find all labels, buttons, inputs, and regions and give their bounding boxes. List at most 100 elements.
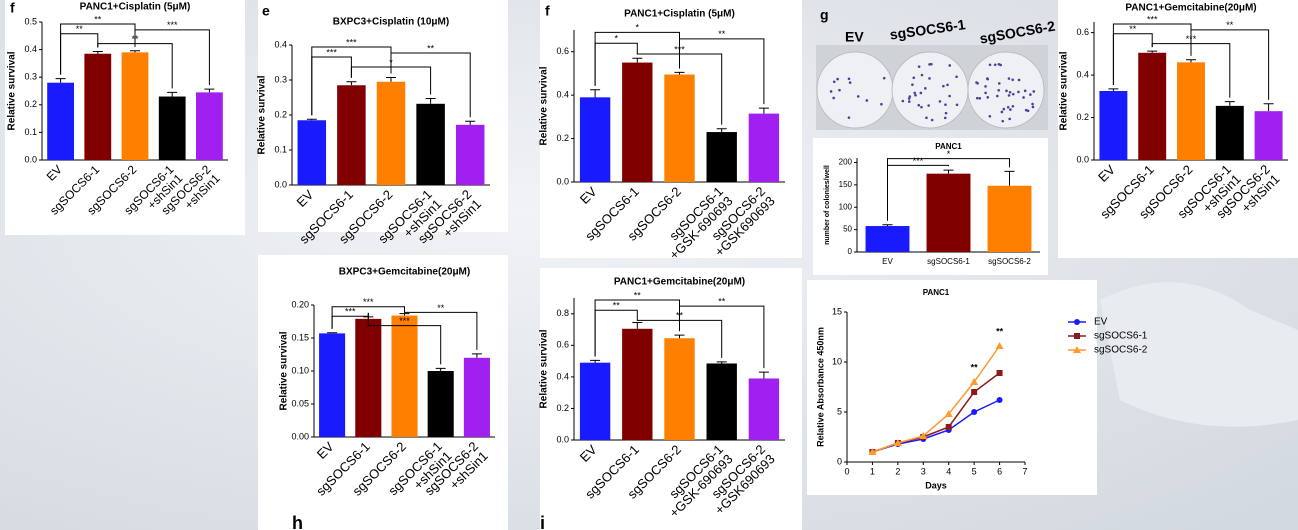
x-tick-label: 1 bbox=[870, 466, 875, 476]
error-bar bbox=[465, 120, 476, 125]
legend-label: sgSOCS6-1 bbox=[1094, 331, 1148, 342]
legend-marker bbox=[1073, 346, 1081, 353]
legend-marker bbox=[1074, 319, 1080, 325]
chart-title: PANC1+Cisplatin (5μM) bbox=[80, 2, 191, 13]
error-bar bbox=[327, 332, 338, 334]
y-tick-label: 0.6 bbox=[556, 46, 569, 56]
panel-letter: e bbox=[262, 3, 270, 19]
bar bbox=[84, 53, 112, 160]
y-tick-label: 0.1 bbox=[24, 127, 37, 137]
error-bar bbox=[399, 313, 410, 316]
y-tick-label: 0.4 bbox=[556, 90, 569, 100]
y-tick-label: 0.4 bbox=[556, 371, 569, 381]
error-bar bbox=[1147, 50, 1158, 53]
error-bar bbox=[1004, 170, 1015, 186]
significance-label: ** bbox=[613, 301, 621, 311]
error-bar bbox=[306, 118, 317, 121]
significance-label: ** bbox=[996, 326, 1004, 336]
point bbox=[868, 448, 877, 455]
x-tick-label: EV bbox=[882, 257, 893, 266]
significance-bracket bbox=[404, 309, 478, 350]
line bbox=[872, 399, 1000, 453]
bar bbox=[748, 378, 780, 440]
error-bar bbox=[92, 51, 103, 54]
y-axis-label: Relative survival bbox=[257, 75, 268, 154]
significance-label: * bbox=[947, 149, 951, 159]
error-bar bbox=[167, 91, 178, 97]
error-bar bbox=[425, 98, 436, 104]
error-bar bbox=[674, 71, 685, 75]
y-tick-label: 0.8 bbox=[556, 308, 569, 318]
y-tick-label: 0 bbox=[848, 247, 853, 256]
significance-label: ** bbox=[1129, 24, 1137, 34]
bar bbox=[319, 333, 346, 437]
bar bbox=[427, 371, 454, 437]
x-tick-label: 7 bbox=[1022, 466, 1027, 476]
bar bbox=[1254, 111, 1283, 160]
significance-label: *** bbox=[346, 37, 357, 47]
colony-photo bbox=[816, 45, 1048, 130]
error-bar bbox=[471, 353, 482, 358]
photo-label: EV bbox=[845, 29, 864, 45]
bar bbox=[47, 82, 74, 160]
y-tick-label: 0.15 bbox=[291, 332, 309, 342]
significance-label: ** bbox=[634, 290, 642, 300]
error-bar bbox=[386, 77, 396, 82]
y-tick-label: 0.2 bbox=[556, 403, 569, 413]
chart-title: BXPC3+Cisplatin (10μM) bbox=[333, 17, 449, 28]
significance-bracket bbox=[887, 158, 1010, 221]
panel-letter: g bbox=[820, 7, 829, 23]
y-tick-label: 0.0 bbox=[274, 179, 287, 189]
y-tick-label: 0.0 bbox=[1076, 154, 1089, 164]
panel-letter: f bbox=[10, 0, 15, 16]
bar bbox=[1138, 52, 1167, 160]
error-bar bbox=[758, 107, 769, 114]
error-bar bbox=[943, 169, 954, 174]
bar bbox=[455, 124, 485, 185]
point bbox=[970, 378, 979, 385]
line bbox=[872, 345, 1001, 453]
y-tick-label: 0.05 bbox=[291, 398, 309, 408]
bar bbox=[748, 113, 780, 182]
x-axis-label: Days bbox=[925, 480, 947, 490]
error-bar bbox=[716, 128, 727, 133]
map-shape bbox=[1100, 282, 1298, 427]
significance-label: *** bbox=[326, 47, 337, 57]
x-tick-label: sgSOCS6-1 bbox=[927, 257, 970, 266]
y-axis-label: Relative survival bbox=[539, 329, 550, 408]
bar bbox=[337, 85, 366, 185]
error-bar bbox=[632, 321, 643, 329]
error-bar bbox=[1108, 88, 1119, 91]
bar bbox=[664, 74, 695, 182]
bar bbox=[376, 81, 406, 185]
x-tick-label: sgSOCS6-2 bbox=[988, 257, 1031, 266]
x-tick-label: 0 bbox=[844, 466, 849, 476]
y-tick-label: 0.2 bbox=[24, 99, 37, 109]
bar bbox=[416, 103, 445, 185]
error-bar bbox=[882, 224, 893, 227]
x-tick-label: 3 bbox=[921, 466, 926, 476]
bar bbox=[391, 315, 418, 437]
y-tick-label: 0.0 bbox=[556, 434, 569, 444]
legend-marker bbox=[1074, 333, 1080, 339]
chart-title: PANC1+Cisplatin (5μM) bbox=[624, 9, 735, 20]
significance-bracket bbox=[367, 312, 442, 365]
chart-title: PANC1 bbox=[935, 142, 962, 151]
chart-title: PANC1 bbox=[923, 288, 950, 297]
significance-label: ** bbox=[76, 24, 84, 34]
legend-label: sgSOCS6-2 bbox=[1094, 345, 1148, 356]
bar bbox=[622, 62, 653, 183]
y-axis-label: Relative survival bbox=[1059, 51, 1070, 130]
error-bar bbox=[435, 367, 446, 371]
significance-label: *** bbox=[363, 297, 374, 307]
error-bar bbox=[632, 57, 643, 63]
bar bbox=[579, 362, 611, 440]
y-axis-label: number of colonies/well bbox=[824, 165, 831, 245]
bar bbox=[706, 132, 737, 182]
chart-title: PANC1+Gemcitabine(20μM) bbox=[614, 277, 745, 288]
significance-bracket bbox=[1190, 29, 1270, 100]
bar bbox=[865, 226, 910, 252]
significance-label: ** bbox=[94, 14, 102, 24]
y-tick-label: 0.2 bbox=[1076, 112, 1089, 122]
panel-background bbox=[807, 280, 1097, 495]
